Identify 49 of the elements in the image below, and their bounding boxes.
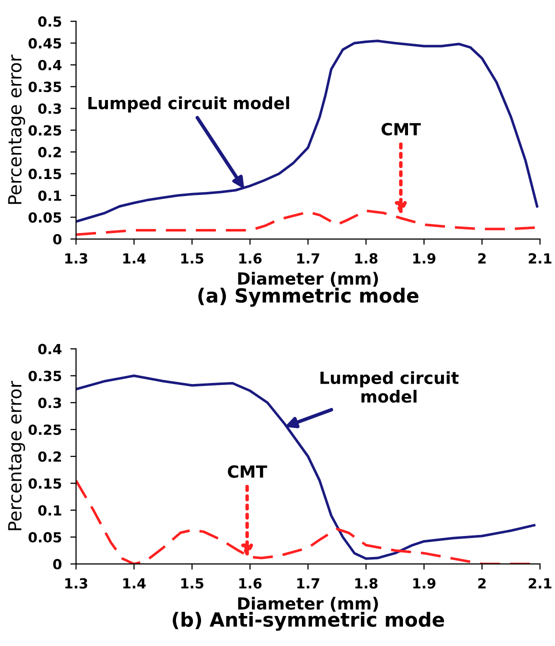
y-tick-label: 0.05 bbox=[28, 212, 62, 223]
x-tick-label: 1.3 bbox=[65, 578, 88, 589]
x-tick-label: 1.4 bbox=[123, 578, 146, 588]
y-tick-label: 0.05 bbox=[28, 532, 62, 543]
x-axis-title: Diameter (mm) bbox=[238, 596, 378, 612]
x-tick-label: 1.5 bbox=[181, 253, 204, 264]
x-tick-label: 1.3 bbox=[65, 253, 88, 264]
y-tick-label: 0.25 bbox=[28, 424, 62, 435]
y-tick-label: 0.35 bbox=[28, 370, 62, 382]
y-tick-label: 0.3 bbox=[38, 398, 62, 408]
y-tick-label: 0.45 bbox=[28, 38, 62, 49]
x-tick-label: 2.1 bbox=[528, 253, 552, 264]
y-tick-label: 0.4 bbox=[38, 344, 62, 354]
x-tick-label: 1.9 bbox=[413, 253, 436, 264]
y-tick-label: 0 bbox=[53, 234, 62, 244]
y-tick-label: 0.35 bbox=[28, 82, 62, 92]
y-tick-label: 0.3 bbox=[38, 103, 62, 114]
y-tick-label: 0.15 bbox=[28, 478, 62, 489]
y-tick-label: 0 bbox=[53, 558, 62, 570]
y-tick-label: 0.2 bbox=[38, 146, 61, 158]
x-tick-label: 1.4 bbox=[123, 253, 146, 264]
text: (b) Anti-symmetric mode bbox=[172, 612, 444, 631]
annotation: CMT bbox=[382, 122, 421, 136]
x-axis-title: Diameter (mm) bbox=[238, 272, 378, 287]
annotation: Lumped circuit model bbox=[320, 371, 459, 403]
annotation: CMT bbox=[228, 465, 268, 478]
line-series bbox=[76, 40, 538, 223]
y-tick-label: 0.5 bbox=[38, 16, 62, 27]
y-axis-title: Percentage error bbox=[8, 54, 26, 204]
y-tick-label: 0.1 bbox=[38, 505, 62, 516]
y-axis-title: Percentage error bbox=[8, 380, 26, 530]
x-tick-label: 1.6 bbox=[239, 578, 262, 589]
x-tick-label: 2 bbox=[478, 253, 486, 264]
x-tick-label: 1.7 bbox=[297, 578, 320, 588]
y-tick-label: 0.2 bbox=[38, 451, 61, 462]
x-tick-label: 1.6 bbox=[239, 253, 262, 264]
x-tick-label: 1.7 bbox=[297, 253, 320, 264]
x-tick-label: 2 bbox=[478, 578, 486, 588]
x-tick-label: 2.1 bbox=[528, 578, 552, 588]
y-tick-label: 0.4 bbox=[38, 60, 62, 70]
x-tick-label: 1.9 bbox=[413, 578, 436, 589]
y-tick-label: 0.1 bbox=[38, 190, 62, 201]
annotation: Lumped circuit model bbox=[88, 96, 290, 113]
x-tick-label: 1.5 bbox=[181, 578, 204, 589]
y-tick-label: 0.15 bbox=[28, 168, 62, 180]
x-tick-label: 1.8 bbox=[355, 253, 378, 264]
text: (a) Symmetric mode bbox=[198, 288, 418, 307]
y-tick-label: 0.25 bbox=[28, 125, 62, 136]
x-tick-label: 1.8 bbox=[355, 578, 378, 589]
